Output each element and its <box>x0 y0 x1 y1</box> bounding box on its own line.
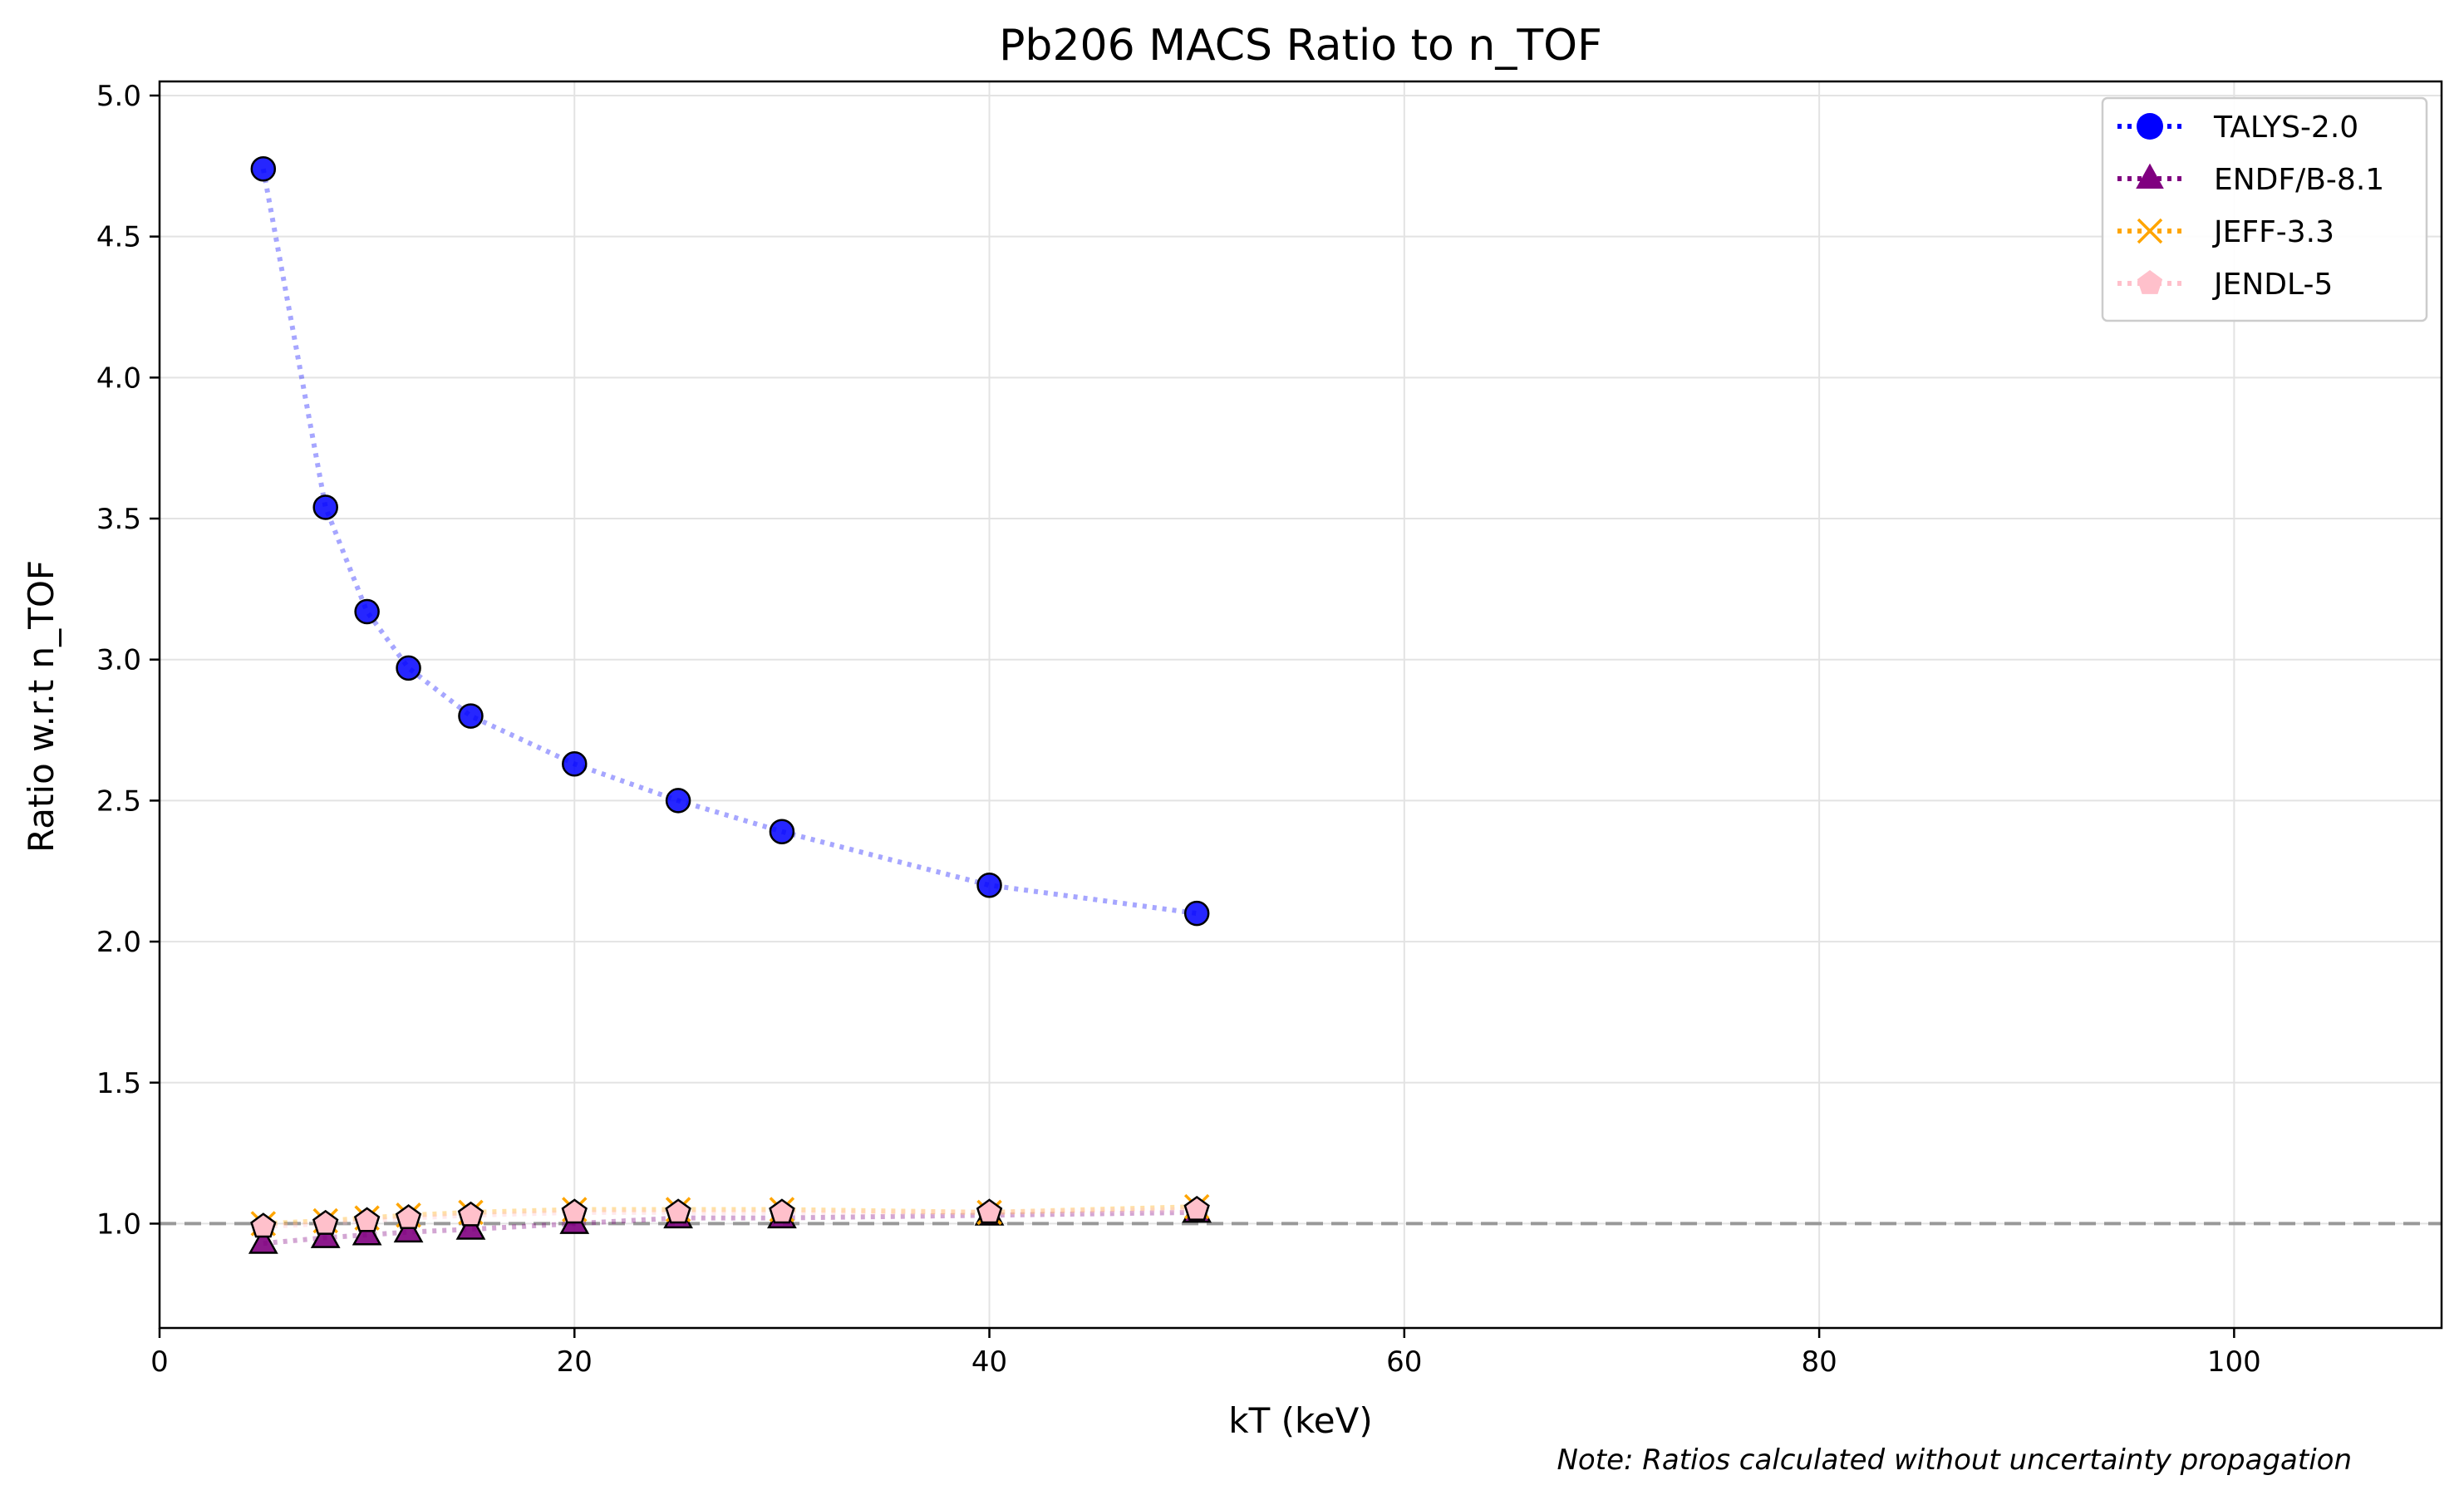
legend-label: ENDF/B-8.1 <box>2214 163 2384 197</box>
y-tick-label: 4.0 <box>96 361 141 395</box>
data-point <box>561 1198 588 1224</box>
series-1 <box>248 1196 1212 1254</box>
y-tick-label: 1.0 <box>96 1207 141 1241</box>
series-line <box>260 168 1198 917</box>
data-point <box>976 1198 1003 1224</box>
legend-marker-shape <box>2136 163 2164 189</box>
data-point <box>1183 900 1210 927</box>
data-point <box>976 872 1002 898</box>
y-tick-label: 5.0 <box>96 80 141 113</box>
legend-marker-shape <box>2137 113 2163 140</box>
legend-item: ENDF/B-8.1 <box>2117 163 2384 197</box>
data-point <box>312 494 338 520</box>
series-line <box>263 1207 1198 1229</box>
grid <box>159 81 2442 1328</box>
x-axis-title: kT (keV) <box>1228 1400 1373 1441</box>
chart-note: Note: Ratios calculated without uncertai… <box>1557 1443 2353 1477</box>
legend-marker-shape <box>2137 270 2163 294</box>
legend-marker <box>2136 163 2164 189</box>
y-axis: 1.0 1.5 2.0 2.5 3.0 3.5 4.0 4.5 5.0 <box>96 80 160 1241</box>
data-point <box>458 703 484 729</box>
legend: TALYS-2.0 ENDF/B-8.1 JEFF-3.3 JENDL-5 <box>2101 96 2428 322</box>
x-tick-label: 0 <box>150 1345 169 1379</box>
legend-item: TALYS-2.0 <box>2117 111 2358 145</box>
legend-label: TALYS-2.0 <box>2213 111 2358 145</box>
plot-frame <box>158 80 2443 1330</box>
x-tick-label: 80 <box>1801 1345 1837 1379</box>
data-point <box>665 788 691 814</box>
data-point <box>562 751 588 777</box>
x-tick-label: 40 <box>971 1345 1007 1379</box>
series-line <box>263 1204 1198 1227</box>
y-tick-label: 2.0 <box>96 926 141 959</box>
data-point <box>310 1221 341 1248</box>
data-point <box>353 1207 381 1232</box>
data-point <box>250 1212 277 1238</box>
y-axis-title: Ratio w.r.t n_TOF <box>21 560 61 853</box>
legend-label: JENDL-5 <box>2212 268 2333 302</box>
data-point <box>396 655 421 681</box>
data-point <box>769 1198 795 1224</box>
x-tick-label: 60 <box>1386 1345 1422 1379</box>
legend-box <box>2101 96 2428 322</box>
data-point <box>352 1218 382 1246</box>
y-tick-label: 2.5 <box>96 784 141 818</box>
x-axis: 0 20 40 60 80 100 <box>150 1328 2261 1379</box>
series-layer <box>248 155 1212 1254</box>
data-point <box>312 1209 339 1235</box>
data-point <box>457 1201 484 1227</box>
legend-item: JEFF-3.3 <box>2117 215 2334 249</box>
data-point <box>393 1215 424 1243</box>
chart-title: Pb206 MACS Ratio to n_TOF <box>999 21 1602 71</box>
data-point <box>665 1198 691 1224</box>
series-line <box>263 1209 1198 1247</box>
y-tick-label: 3.0 <box>96 644 141 677</box>
x-tick-label: 20 <box>557 1345 593 1379</box>
series-0 <box>250 155 1210 927</box>
y-tick-label: 3.5 <box>96 503 141 536</box>
data-point <box>248 1227 278 1254</box>
y-tick-label: 1.5 <box>96 1067 141 1100</box>
legend-marker <box>2137 270 2163 294</box>
data-point <box>395 1204 422 1230</box>
legend-marker <box>2137 113 2163 140</box>
series-3 <box>250 1195 1210 1238</box>
y-tick-label: 4.5 <box>96 221 141 254</box>
series-2 <box>250 1193 1210 1237</box>
legend-label: JEFF-3.3 <box>2212 215 2334 249</box>
data-point <box>354 598 380 625</box>
data-point <box>250 155 277 182</box>
legend-marker <box>2137 218 2163 244</box>
data-point <box>1183 1195 1210 1221</box>
data-point <box>769 819 795 844</box>
x-tick-label: 100 <box>2207 1345 2261 1379</box>
legend-item: JENDL-5 <box>2117 268 2333 302</box>
data-point <box>455 1212 486 1240</box>
